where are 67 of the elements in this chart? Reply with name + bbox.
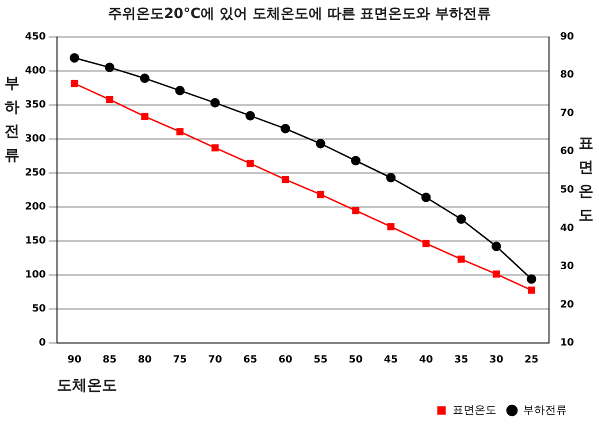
x-tick-label: 50	[348, 354, 363, 366]
point	[492, 270, 500, 278]
point	[70, 53, 80, 63]
legend-label: 부하전류	[523, 403, 567, 416]
point	[212, 144, 219, 152]
y2-tick-label: 90	[560, 31, 574, 42]
point	[246, 160, 254, 168]
point	[421, 192, 431, 202]
y2-tick-label: 80	[560, 70, 574, 81]
y-tick-label: 450	[25, 31, 46, 42]
x-tick-label: 70	[208, 354, 222, 366]
point	[492, 242, 502, 252]
point	[458, 256, 465, 263]
y-tick-label: 250	[25, 167, 46, 178]
y-tick-label: 0	[38, 338, 46, 349]
point	[316, 138, 326, 148]
legend-label: 표면온도	[452, 403, 496, 416]
y-tick-label: 150	[25, 236, 46, 247]
y-tick-label: 350	[25, 99, 46, 110]
point	[316, 190, 324, 198]
y-tick-label: 50	[32, 304, 46, 315]
point	[528, 286, 536, 294]
point	[175, 86, 185, 96]
y-tick-label: 400	[25, 65, 46, 76]
x-tick-label: 60	[278, 354, 292, 366]
y2-axis-title: 표면온도	[578, 134, 594, 224]
x-tick-label: 35	[454, 354, 468, 366]
x-tick-label: 40	[419, 354, 434, 366]
point	[210, 98, 220, 108]
x-tick-label: 65	[243, 354, 258, 366]
point	[422, 240, 430, 248]
point	[70, 80, 78, 88]
point	[141, 112, 148, 120]
y2-tick-label: 60	[560, 146, 574, 158]
x-tick-label: 30	[489, 354, 504, 366]
y2-tick-label: 40	[560, 222, 574, 234]
y2-tick-label: 20	[560, 299, 574, 310]
point	[526, 274, 536, 284]
y2-tick-label: 50	[560, 184, 574, 196]
point	[245, 110, 255, 120]
point	[456, 214, 466, 224]
point	[104, 62, 114, 72]
x-tick-label: 25	[524, 354, 538, 366]
point	[350, 156, 360, 166]
y2-tick-label: 70	[560, 108, 574, 119]
y-tick-label: 200	[25, 202, 46, 213]
point	[106, 96, 114, 104]
point	[282, 176, 289, 184]
x-tick-label: 85	[102, 354, 117, 366]
x-tick-label: 45	[384, 354, 398, 366]
y-axis-title: 부하전류	[4, 74, 20, 164]
point	[140, 74, 150, 84]
y-tick-label: 300	[25, 133, 46, 144]
x-tick-label: 55	[314, 354, 328, 366]
point	[280, 124, 290, 134]
point	[352, 206, 360, 214]
x-tick-label: 80	[138, 354, 152, 366]
x-axis-title: 도체온도	[56, 376, 117, 394]
point	[176, 128, 184, 136]
y-tick-label: 100	[25, 270, 46, 281]
y2-tick-label: 10	[560, 338, 574, 349]
y2-tick-label: 30	[560, 261, 574, 272]
point	[387, 223, 394, 230]
chart-title: 주위온도20°C에 있어 도체온도에 따른 표면온도와 부하전류	[108, 6, 492, 22]
x-tick-label: 75	[172, 354, 187, 366]
x-tick-label: 90	[67, 354, 82, 366]
point	[386, 172, 396, 182]
